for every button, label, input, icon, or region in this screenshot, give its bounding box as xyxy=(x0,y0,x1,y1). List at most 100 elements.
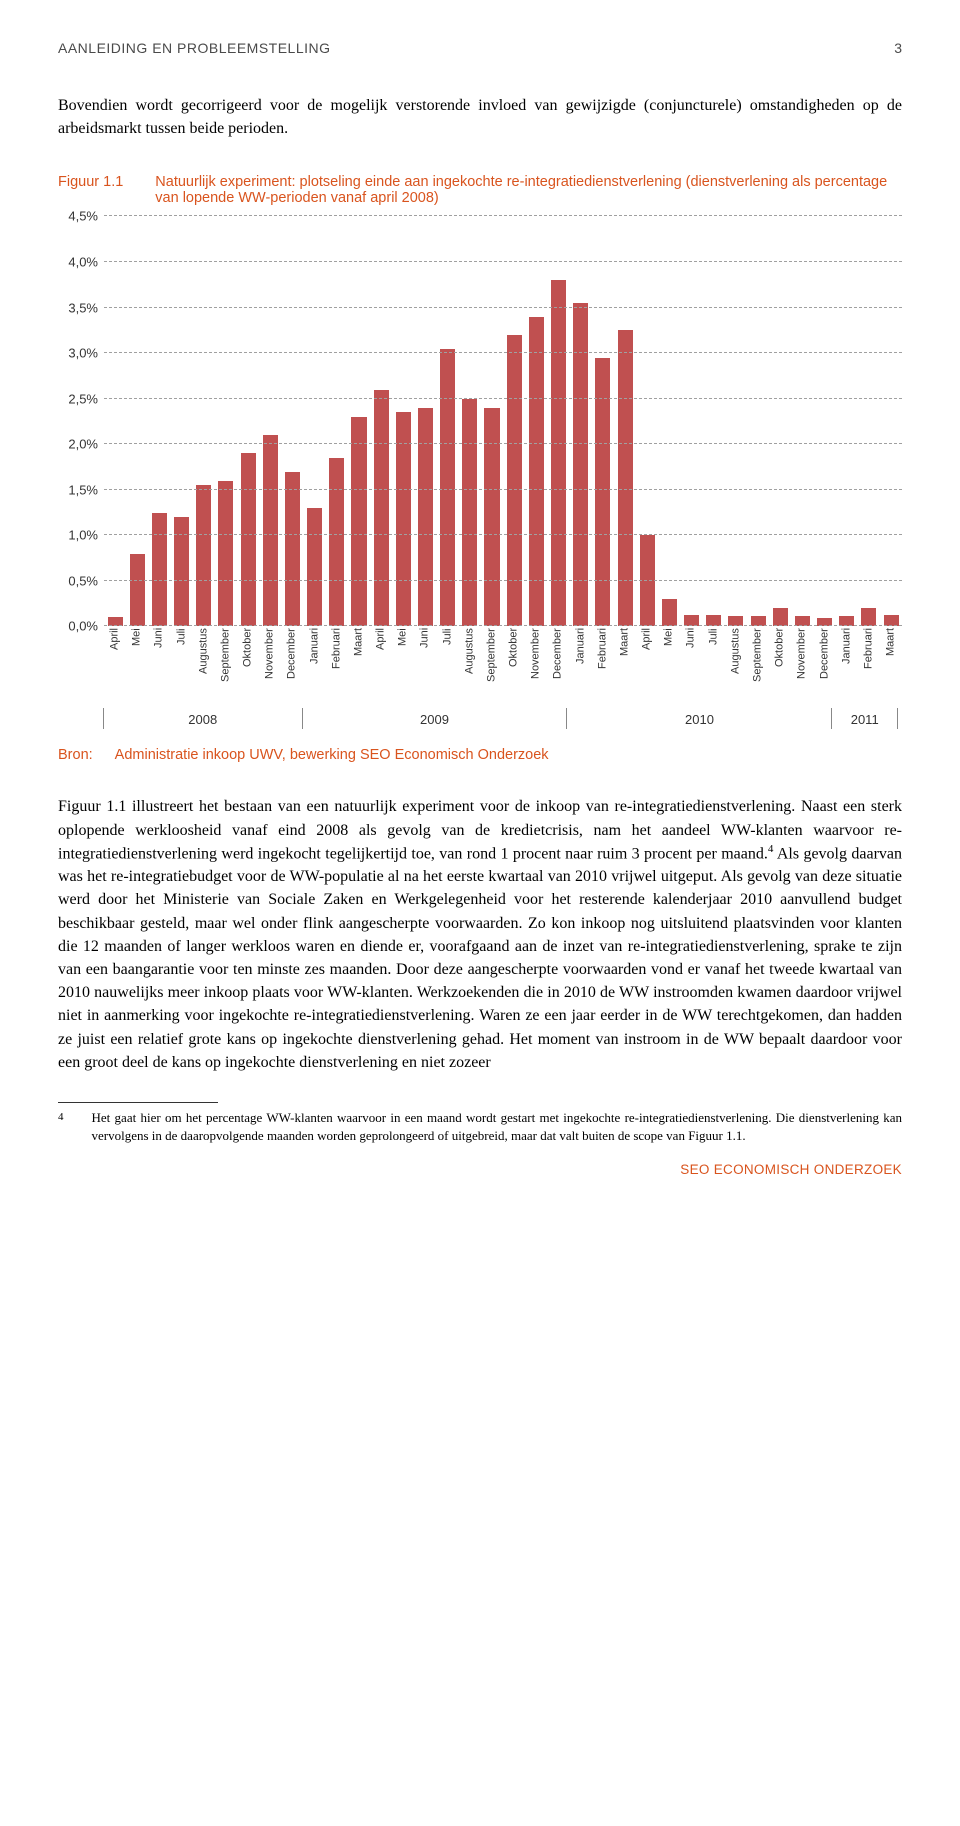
chart-gridline xyxy=(104,398,902,399)
chart-bar xyxy=(418,408,433,627)
chart-bar-slot xyxy=(614,216,636,626)
chart-bar-slot xyxy=(570,216,592,626)
chart-bar xyxy=(307,508,322,626)
chart-gridline xyxy=(104,625,902,626)
chart-x-label: Mei xyxy=(126,628,148,706)
chart-bar-slot xyxy=(658,216,680,626)
chart-bar-slot xyxy=(459,216,481,626)
intro-paragraph: Bovendien wordt gecorrigeerd voor de mog… xyxy=(58,94,902,140)
chart-bar-slot xyxy=(680,216,702,626)
chart-bar xyxy=(152,513,167,627)
chart-y-tick: 1,0% xyxy=(58,528,98,543)
chart-bar-slot xyxy=(703,216,725,626)
chart-bar-slot xyxy=(503,216,525,626)
chart-x-label: November xyxy=(259,628,281,706)
chart-bar-slot xyxy=(437,216,459,626)
chart-year-row: 2008200920102011 xyxy=(104,708,902,729)
chart-y-tick: 4,5% xyxy=(58,209,98,224)
chart-y-tick: 0,0% xyxy=(58,619,98,634)
chart-bar-slot xyxy=(525,216,547,626)
chart-x-label: December xyxy=(547,628,569,706)
chart-x-label: Augustus xyxy=(193,628,215,706)
chart-x-label: Augustus xyxy=(459,628,481,706)
body-paragraph: Figuur 1.1 illustreert het bestaan van e… xyxy=(58,795,902,1074)
chart-bar xyxy=(440,349,455,627)
chart-x-label: Oktober xyxy=(503,628,525,706)
chart-bar-slot xyxy=(769,216,791,626)
chart-bar-slot xyxy=(148,216,170,626)
footnote-separator xyxy=(58,1102,218,1103)
chart-gridline xyxy=(104,534,902,535)
chart-bar-slot xyxy=(237,216,259,626)
chart-bar-slot xyxy=(725,216,747,626)
chart-bar xyxy=(551,280,566,626)
chart-bar-slot xyxy=(171,216,193,626)
chart-bar-slot xyxy=(547,216,569,626)
chart-bar-slot xyxy=(304,216,326,626)
chart-bar-slot xyxy=(636,216,658,626)
chart-x-label: Maart xyxy=(614,628,636,706)
chart-x-label: September xyxy=(481,628,503,706)
chart-gridline xyxy=(104,352,902,353)
chart-bar xyxy=(484,408,499,627)
source-label: Bron: xyxy=(58,747,93,763)
chart-bar xyxy=(861,608,876,626)
figure-description: Natuurlijk experiment: plotseling einde … xyxy=(155,174,902,206)
chart-x-label: Oktober xyxy=(769,628,791,706)
bar-chart: 0,0%0,5%1,0%1,5%2,0%2,5%3,0%3,5%4,0%4,5%… xyxy=(58,216,902,729)
figure-source: Bron: Administratie inkoop UWV, bewerkin… xyxy=(58,747,902,763)
chart-x-label: Februari xyxy=(858,628,880,706)
chart-bar xyxy=(462,399,477,627)
chart-year-label: 2010 xyxy=(566,708,832,729)
chart-bar xyxy=(263,435,278,626)
footnote: 4 Het gaat hier om het percentage WW-kla… xyxy=(58,1109,902,1144)
chart-bar xyxy=(241,453,256,626)
header-section-title: AANLEIDING EN PROBLEEMSTELLING xyxy=(58,40,331,56)
chart-x-label: Februari xyxy=(592,628,614,706)
chart-bar xyxy=(329,458,344,627)
chart-bar-slot xyxy=(104,216,126,626)
chart-bar-slot xyxy=(348,216,370,626)
chart-bar-slot xyxy=(858,216,880,626)
figure-label: Figuur 1.1 xyxy=(58,174,123,206)
chart-y-tick: 2,5% xyxy=(58,391,98,406)
chart-bar-slot xyxy=(836,216,858,626)
chart-x-label: April xyxy=(636,628,658,706)
chart-y-tick: 2,0% xyxy=(58,437,98,452)
chart-x-label: Juli xyxy=(703,628,725,706)
footnote-number: 4 xyxy=(58,1109,64,1144)
chart-gridline xyxy=(104,215,902,216)
chart-x-label: September xyxy=(747,628,769,706)
chart-year-label: 2011 xyxy=(831,708,897,729)
chart-bar-slot xyxy=(370,216,392,626)
chart-bar-slot xyxy=(592,216,614,626)
chart-x-label: Januari xyxy=(836,628,858,706)
chart-gridline xyxy=(104,307,902,308)
chart-x-label: April xyxy=(104,628,126,706)
chart-plot-area: 0,0%0,5%1,0%1,5%2,0%2,5%3,0%3,5%4,0%4,5% xyxy=(104,216,902,626)
chart-bar xyxy=(196,485,211,626)
chart-bar xyxy=(618,330,633,626)
chart-x-label: Januari xyxy=(304,628,326,706)
chart-bars xyxy=(104,216,902,626)
chart-bar-slot xyxy=(281,216,303,626)
page-header: AANLEIDING EN PROBLEEMSTELLING 3 xyxy=(58,40,902,56)
chart-x-label: December xyxy=(281,628,303,706)
body-paragraph-b: Als gevolg daarvan was het re-integratie… xyxy=(58,845,902,1071)
chart-bar-slot xyxy=(814,216,836,626)
source-text: Administratie inkoop UWV, bewerking SEO … xyxy=(115,747,549,763)
chart-bar xyxy=(374,390,389,627)
chart-x-label: Mei xyxy=(392,628,414,706)
chart-bar-slot xyxy=(880,216,902,626)
chart-x-label: Maart xyxy=(880,628,902,706)
chart-bar-slot xyxy=(747,216,769,626)
chart-x-label: November xyxy=(791,628,813,706)
chart-x-label: Juni xyxy=(148,628,170,706)
chart-bar-slot xyxy=(414,216,436,626)
chart-y-tick: 3,5% xyxy=(58,300,98,315)
chart-x-label: December xyxy=(814,628,836,706)
chart-gridline xyxy=(104,443,902,444)
chart-bar xyxy=(662,599,677,626)
page-footer: SEO ECONOMISCH ONDERZOEK xyxy=(58,1162,902,1177)
chart-x-labels: AprilMeiJuniJuliAugustusSeptemberOktober… xyxy=(104,628,902,706)
